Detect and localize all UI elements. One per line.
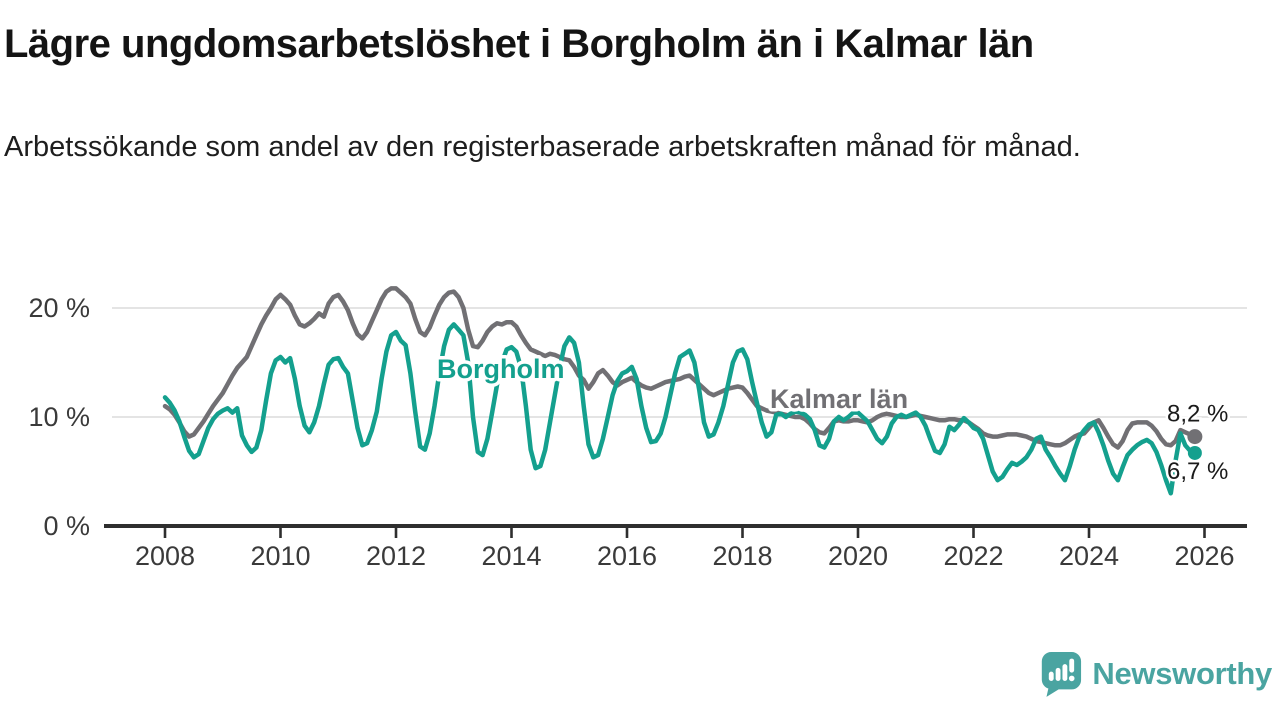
kalmar-lan-line xyxy=(162,286,1198,450)
x-tick-label: 2010 xyxy=(250,541,310,571)
x-tick-label: 2014 xyxy=(481,541,541,571)
kalmar-lan-end-value: 8,2 % xyxy=(1167,401,1228,428)
x-tick-label: 2018 xyxy=(712,541,772,571)
x-tick-label: 2016 xyxy=(597,541,657,571)
borgholm-line xyxy=(162,322,1198,496)
x-tick-label: 2008 xyxy=(135,541,195,571)
newsworthy-bubble-chart-icon xyxy=(1042,652,1082,697)
x-tick-label: 2020 xyxy=(828,541,888,571)
newsworthy-wordmark: Newsworthy xyxy=(1092,656,1272,691)
kalmar-lan-end-dot xyxy=(1187,429,1203,445)
x-tick-label: 2026 xyxy=(1174,541,1234,571)
borgholm-series-label: Borgholm xyxy=(437,354,565,384)
kalmar-lan-series-label: Kalmar län xyxy=(770,384,908,414)
x-tick-label: 2022 xyxy=(943,541,1003,571)
borgholm-end-dot xyxy=(1187,445,1202,460)
y-tick-label: 10 % xyxy=(28,402,90,432)
newsworthy-logo[interactable]: Newsworthy xyxy=(1039,651,1272,697)
x-tick-label: 2012 xyxy=(366,541,426,571)
borgholm-end-value: 6,7 % xyxy=(1167,458,1228,485)
page-title: Lägre ungdomsarbetslöshet i Borgholm än … xyxy=(4,22,1034,66)
y-tick-label: 0 % xyxy=(43,511,90,541)
y-tick-label: 20 % xyxy=(28,293,90,323)
x-tick-label: 2024 xyxy=(1059,541,1119,571)
chart-subtitle: Arbetssökande som andel av den registerb… xyxy=(4,131,1081,163)
